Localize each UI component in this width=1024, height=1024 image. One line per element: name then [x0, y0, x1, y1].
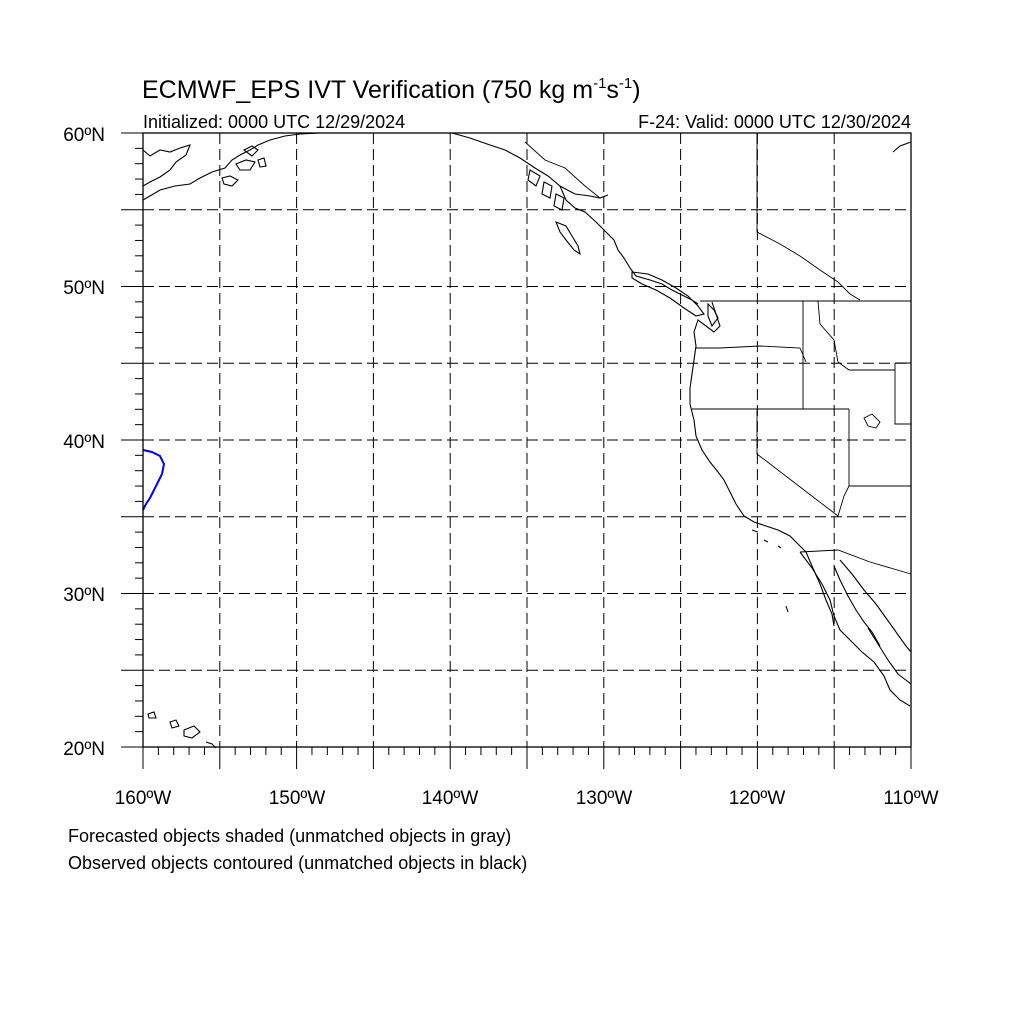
nevada-border [756, 409, 911, 517]
us-mexico-border [799, 549, 912, 575]
init-time-label: Initialized: 0000 UTC 12/29/2024 [143, 112, 405, 132]
lat-label-50: 50ºN [63, 278, 105, 299]
lon-axis-labels: 160ºW 150ºW 140ºW 130ºW 120ºW 110ºW [115, 788, 939, 809]
washington-oregon [696, 345, 807, 363]
canada-provincial [756, 133, 861, 301]
lat-label-40: 40ºN [63, 432, 105, 453]
map-gridlines [143, 133, 911, 747]
lon-label-160w: 160ºW [115, 788, 172, 809]
puget-sound [707, 302, 719, 328]
canada-ne-coast [892, 141, 912, 153]
lat-label-60: 60ºN [63, 125, 105, 146]
lon-label-110w: 110ºW [883, 788, 938, 809]
great-salt-lake [863, 413, 881, 429]
utah-border [894, 362, 911, 425]
lon-label-140w: 140ºW [422, 788, 479, 809]
lon-label-120w: 120ºW [729, 788, 786, 809]
bc-coast [451, 132, 699, 305]
lat-axis-labels: 20ºN 30ºN 40ºN 50ºN 60ºN [63, 125, 105, 760]
political-borders [524, 133, 912, 575]
legend-forecast-note: Forecasted objects shaded (unmatched obj… [68, 826, 511, 846]
alaska-islands [221, 145, 267, 187]
lat-label-20: 20ºN [63, 739, 105, 760]
hawaii-islands [147, 711, 217, 749]
us-west-coast [689, 301, 835, 627]
mexico-coast [839, 559, 912, 685]
se-alaska-islands [527, 169, 565, 211]
lat-label-30: 30ºN [63, 585, 105, 606]
alaska-coast [142, 132, 321, 201]
bc-alaska-border [524, 141, 601, 199]
map-ticks [121, 132, 912, 769]
idaho-line [802, 300, 895, 409]
haida-gwaii [555, 221, 581, 256]
legend-observed-note: Observed objects contoured (unmatched ob… [68, 853, 527, 873]
map-frame [142, 132, 912, 748]
channel-islands [751, 529, 789, 613]
vancouver-island [631, 271, 705, 317]
observed-object-contour [142, 449, 166, 511]
coastlines [142, 132, 912, 749]
lon-label-130w: 130ºW [576, 788, 633, 809]
baja-california [799, 551, 911, 707]
map-title: ECMWF_EPS IVT Verification (750 kg m-1s-… [142, 75, 641, 104]
lon-label-150w: 150ºW [269, 788, 326, 809]
valid-time-label: F-24: Valid: 0000 UTC 12/30/2024 [638, 112, 911, 132]
